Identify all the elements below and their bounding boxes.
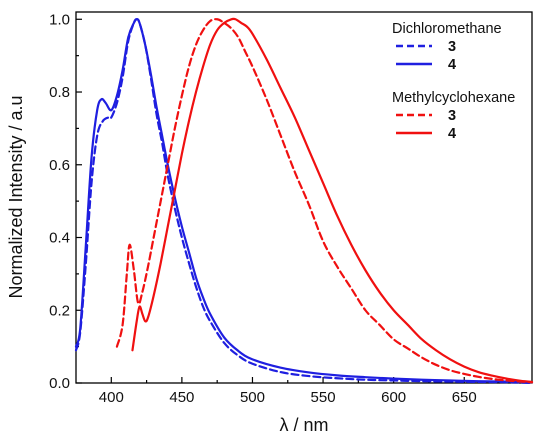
dcm-3-dashed-line [74,18,534,385]
legend: Dichloromethane 3 4 Methylcyclohexane 3 4 [392,21,515,142]
legend-label: 3 [448,108,456,124]
y-axis-ticks: 0.0 0.2 0.4 0.6 0.8 1.0 [49,11,82,392]
dcm-4-solid-line [74,18,534,384]
legend-heading: Methylcyclohexane [392,90,515,106]
plot-axes [75,11,533,384]
y-tick-label: 0.0 [49,375,70,392]
y-tick-label: 1.0 [49,11,70,28]
legend-label: 3 [448,39,456,55]
x-tick-label: 500 [240,389,265,406]
legend-label: 4 [448,57,456,73]
y-tick-label: 0.6 [49,157,70,174]
x-tick-label: 600 [381,389,406,406]
x-tick-label: 650 [452,389,477,406]
legend-heading: Dichloromethane [392,21,502,37]
x-tick-label: 450 [169,389,194,406]
y-tick-label: 0.4 [49,230,70,247]
y-tick-label: 0.2 [49,302,70,319]
x-axis-title: λ / nm [279,415,328,435]
mch-4-solid-line [131,17,534,384]
x-tick-label: 400 [99,389,124,406]
y-tick-label: 0.8 [49,84,70,101]
y-axis-title: Normalized Intensity / a.u [6,95,26,298]
plot-frame [75,11,533,384]
x-tick-label: 550 [311,389,336,406]
legend-label: 4 [448,126,456,142]
x-axis-ticks: 400 450 500 550 600 650 [99,377,501,406]
mch-3-dashed-line [115,18,534,384]
series-layer [74,17,534,385]
